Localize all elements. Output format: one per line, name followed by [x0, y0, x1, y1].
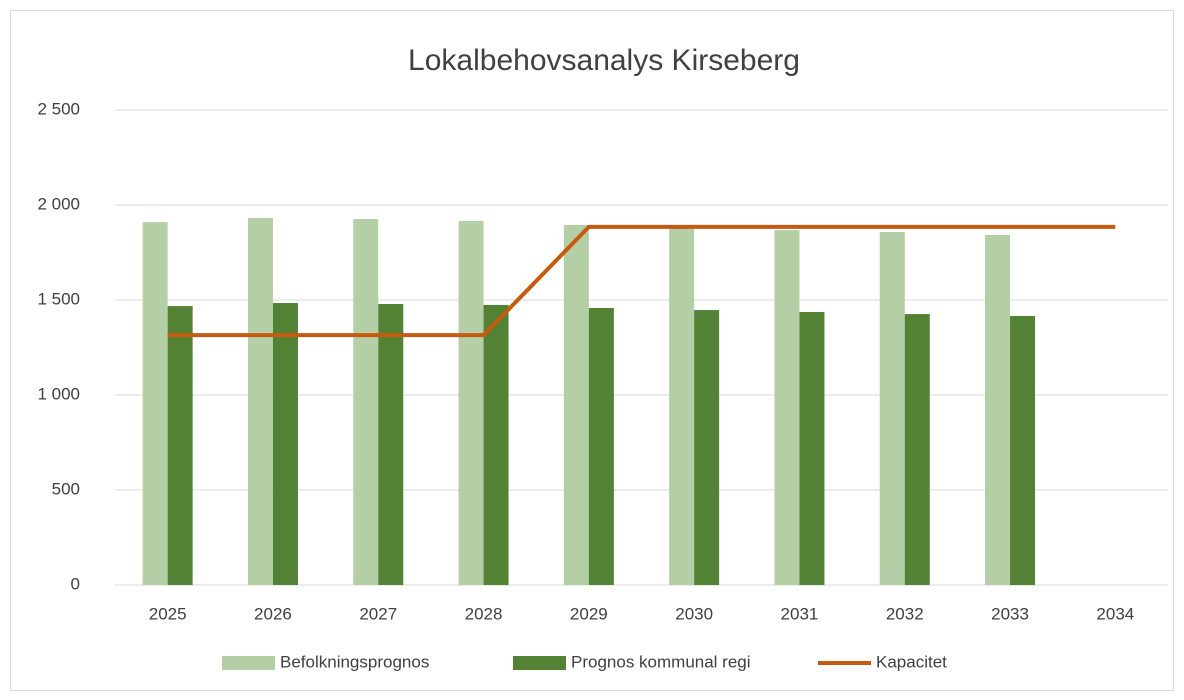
x-tick-label: 2027	[359, 604, 397, 623]
x-tick-label: 2028	[465, 604, 503, 623]
x-tick-label: 2030	[675, 604, 713, 623]
bar	[142, 222, 168, 585]
line	[167, 224, 1116, 338]
bar	[272, 303, 298, 585]
y-tick-label: 2 500	[37, 99, 80, 118]
x-tick-label: 2026	[254, 604, 292, 623]
y-tick-label: 1 500	[37, 289, 80, 308]
bar	[669, 227, 695, 586]
bar	[774, 230, 800, 585]
legend-label: Prognos kommunal regi	[571, 652, 751, 671]
bar	[904, 314, 930, 585]
y-tick-label: 1 000	[37, 384, 80, 403]
x-tick-label: 2033	[991, 604, 1029, 623]
legend-label: Kapacitet	[876, 652, 947, 671]
bar	[378, 303, 404, 585]
y-tick-label: 2 000	[37, 194, 80, 213]
bar	[167, 306, 193, 585]
x-tick-label: 2025	[149, 604, 187, 623]
bar	[353, 219, 379, 585]
bar	[694, 310, 720, 585]
bar	[483, 304, 509, 585]
legend-swatch	[513, 656, 566, 670]
x-tick-label: 2031	[781, 604, 819, 623]
chart-title: Lokalbehovsanalys Kirseberg	[408, 44, 800, 77]
y-tick-label: 500	[52, 479, 80, 498]
x-tick-label: 2029	[570, 604, 608, 623]
bar	[1010, 315, 1036, 585]
bar	[458, 220, 484, 585]
x-tick-label: 2032	[886, 604, 924, 623]
legend-label: Befolkningsprognos	[280, 652, 429, 671]
bar	[563, 224, 589, 585]
bar	[588, 307, 614, 585]
x-tick-label: 2034	[1096, 604, 1134, 623]
bar	[247, 217, 273, 586]
y-tick-label: 0	[71, 574, 80, 593]
legend-swatch	[222, 656, 275, 670]
bar	[879, 231, 905, 586]
bar	[799, 311, 825, 585]
bar	[985, 235, 1011, 585]
